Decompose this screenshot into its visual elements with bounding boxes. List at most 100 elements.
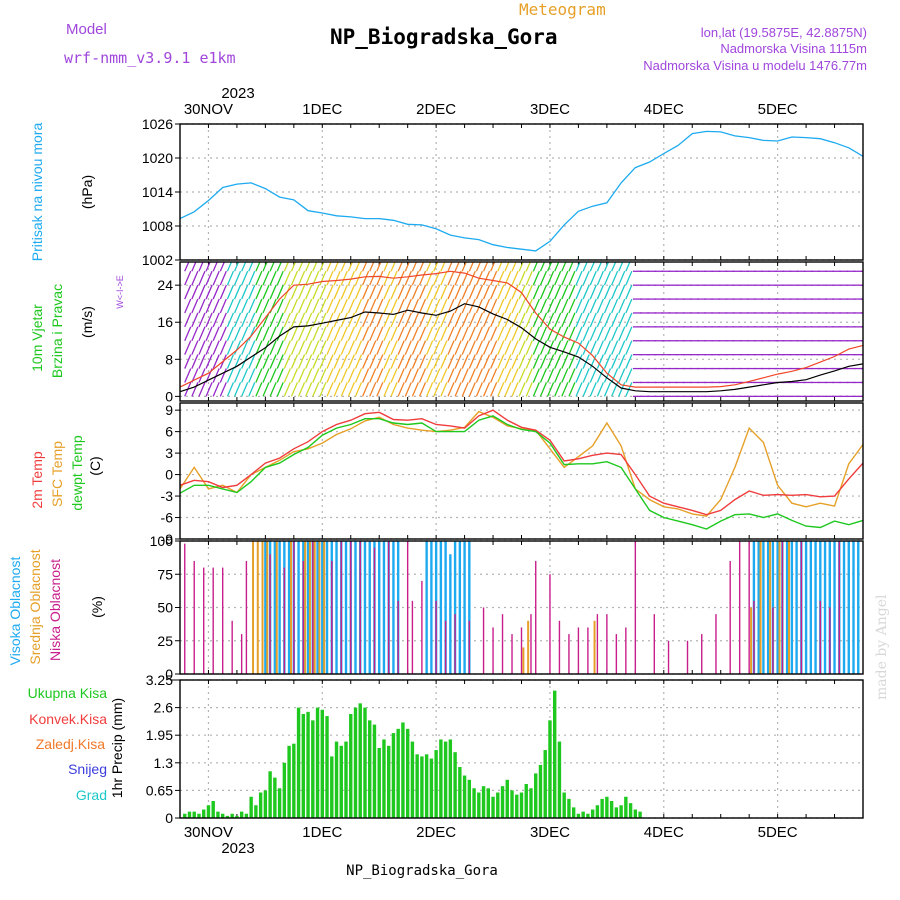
precip-bar (458, 767, 462, 818)
temperature-frame (179, 402, 864, 540)
wind-barb (461, 298, 469, 314)
wind-barb (326, 284, 334, 300)
wind-barb (603, 270, 612, 286)
wind-barb (546, 298, 555, 314)
wind-barb (418, 262, 425, 272)
wind-barb (490, 326, 498, 342)
wind-barb (276, 354, 284, 369)
wind-barb (397, 270, 405, 286)
wind-barb (433, 340, 441, 355)
wind-barb (397, 312, 405, 328)
wind-barb (326, 340, 334, 355)
wind-barb (184, 312, 192, 328)
wind-barb (347, 284, 355, 300)
y-tick-label: 1002 (142, 252, 173, 268)
wind-barb (603, 326, 612, 342)
wind-barb (219, 298, 227, 314)
wind-barb (440, 298, 448, 314)
precip-bar (401, 722, 405, 818)
wind-barb (618, 354, 626, 369)
wind-barb (589, 284, 597, 300)
precip-bar (586, 813, 590, 818)
wind-barb (290, 382, 299, 397)
wind-barb (290, 262, 297, 272)
wind-barb (504, 354, 512, 369)
wind-barb (376, 326, 384, 342)
precip-bar (320, 709, 324, 818)
wind-barb (354, 354, 363, 369)
precip-bar (344, 741, 348, 818)
wind-barb (475, 382, 484, 397)
wind-barb (440, 340, 448, 355)
wind-barb (561, 270, 569, 286)
wind-barb (312, 326, 320, 342)
wind-barb (362, 312, 370, 328)
precip-bar (590, 809, 595, 818)
top-day-label: 30NOV (184, 101, 233, 118)
wind-barb (554, 298, 562, 314)
wind-barb (625, 368, 633, 383)
wind-barb (297, 270, 306, 286)
wind-barb (454, 262, 460, 272)
wind-barb (340, 354, 348, 369)
precip-bar (448, 739, 453, 818)
cloud-ylabel-high: Visoka Oblacnost (7, 557, 23, 666)
wind-barb (454, 298, 462, 314)
precip-bar (439, 739, 443, 818)
precip-bar (624, 796, 628, 818)
wind-barb (255, 312, 263, 328)
wind-barb (518, 382, 526, 397)
wind-barb (582, 382, 590, 397)
bottom-day-label: 3DEC (530, 824, 570, 841)
wind-barb (561, 298, 569, 314)
wind-barb (625, 298, 633, 314)
precip-bar (311, 720, 315, 818)
wind-barb (333, 340, 341, 355)
precip-bar (515, 794, 519, 818)
wind-barb (397, 382, 405, 397)
wind-barb (539, 312, 548, 328)
wind-barb (404, 312, 412, 328)
wind-barb (411, 354, 420, 369)
wind-barb (554, 382, 562, 397)
wind-barb (319, 326, 327, 342)
precip-bar (519, 792, 524, 818)
wind-barb (305, 326, 313, 342)
wind-barb (347, 354, 355, 369)
wind-barb (283, 298, 291, 314)
wind-barb (383, 368, 391, 383)
wind-barb (276, 368, 284, 383)
wind-barb (326, 326, 334, 342)
precip-bar (211, 801, 215, 818)
wind-barb (226, 262, 233, 272)
wind-barb (347, 326, 355, 342)
y-tick-label: 0 (165, 666, 173, 682)
wind-barb (226, 354, 235, 369)
wind-barb (290, 270, 299, 286)
wind-barb (305, 298, 313, 314)
temp-line-2 (179, 415, 864, 530)
pressure-panel: 1002 1008 1014 1020 1026 (142, 116, 864, 268)
y-tick-label: 1008 (142, 218, 173, 234)
wind-barb (226, 312, 235, 328)
bottom-day-label: 4DEC (644, 824, 684, 841)
wind-barb (397, 354, 405, 369)
bottom-year-label: 2023 (221, 840, 254, 857)
wind-barb (433, 326, 441, 342)
wind-barb (390, 368, 398, 383)
wind-barb (205, 270, 213, 286)
bottom-day-label: 1DEC (302, 824, 342, 841)
wind-barb (248, 284, 256, 300)
precip-bar (391, 733, 396, 818)
wind-barb (482, 298, 491, 314)
wind-barb (497, 270, 505, 286)
wind-barb (426, 270, 434, 286)
wind-barb (312, 368, 320, 383)
wind-barb (418, 354, 427, 369)
wind-barb (497, 340, 505, 355)
y-tick-label: 16 (157, 314, 173, 330)
wind-barb (454, 382, 462, 397)
wind-barb (233, 312, 242, 328)
wind-frame (179, 261, 864, 402)
wind-barb (354, 312, 363, 328)
